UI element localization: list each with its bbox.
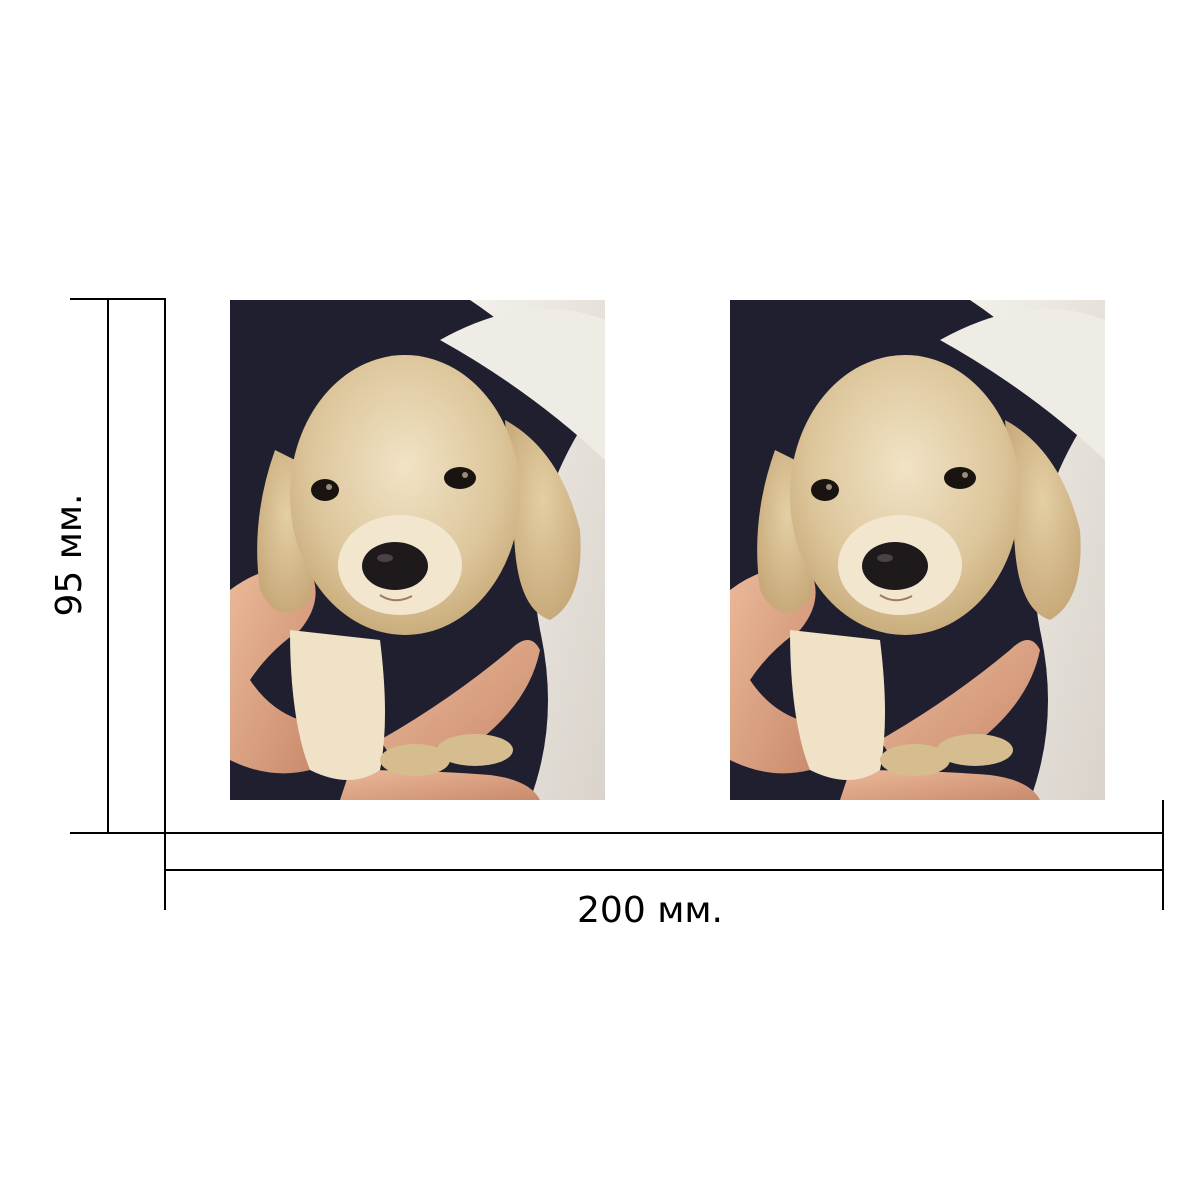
width-dim-right-tick xyxy=(1162,800,1164,910)
height-dim-line-outer xyxy=(107,298,109,834)
height-dim-bottom-tick xyxy=(70,832,166,834)
width-dim-line-upper xyxy=(164,832,1164,834)
width-dim-line-lower xyxy=(164,869,1164,871)
height-dim-line-inner xyxy=(164,298,166,834)
height-dimension-label: 95 мм. xyxy=(49,493,90,617)
width-dimension-label: 200 мм. xyxy=(0,893,1200,929)
width-dimension-text: 200 мм. xyxy=(577,890,723,931)
width-dim-left-tick xyxy=(164,800,166,910)
puppy-image xyxy=(730,300,1105,800)
puppy-photo-left xyxy=(230,300,605,800)
puppy-photo-right xyxy=(730,300,1105,800)
puppy-image xyxy=(230,300,605,800)
height-dim-top-tick xyxy=(70,298,166,300)
